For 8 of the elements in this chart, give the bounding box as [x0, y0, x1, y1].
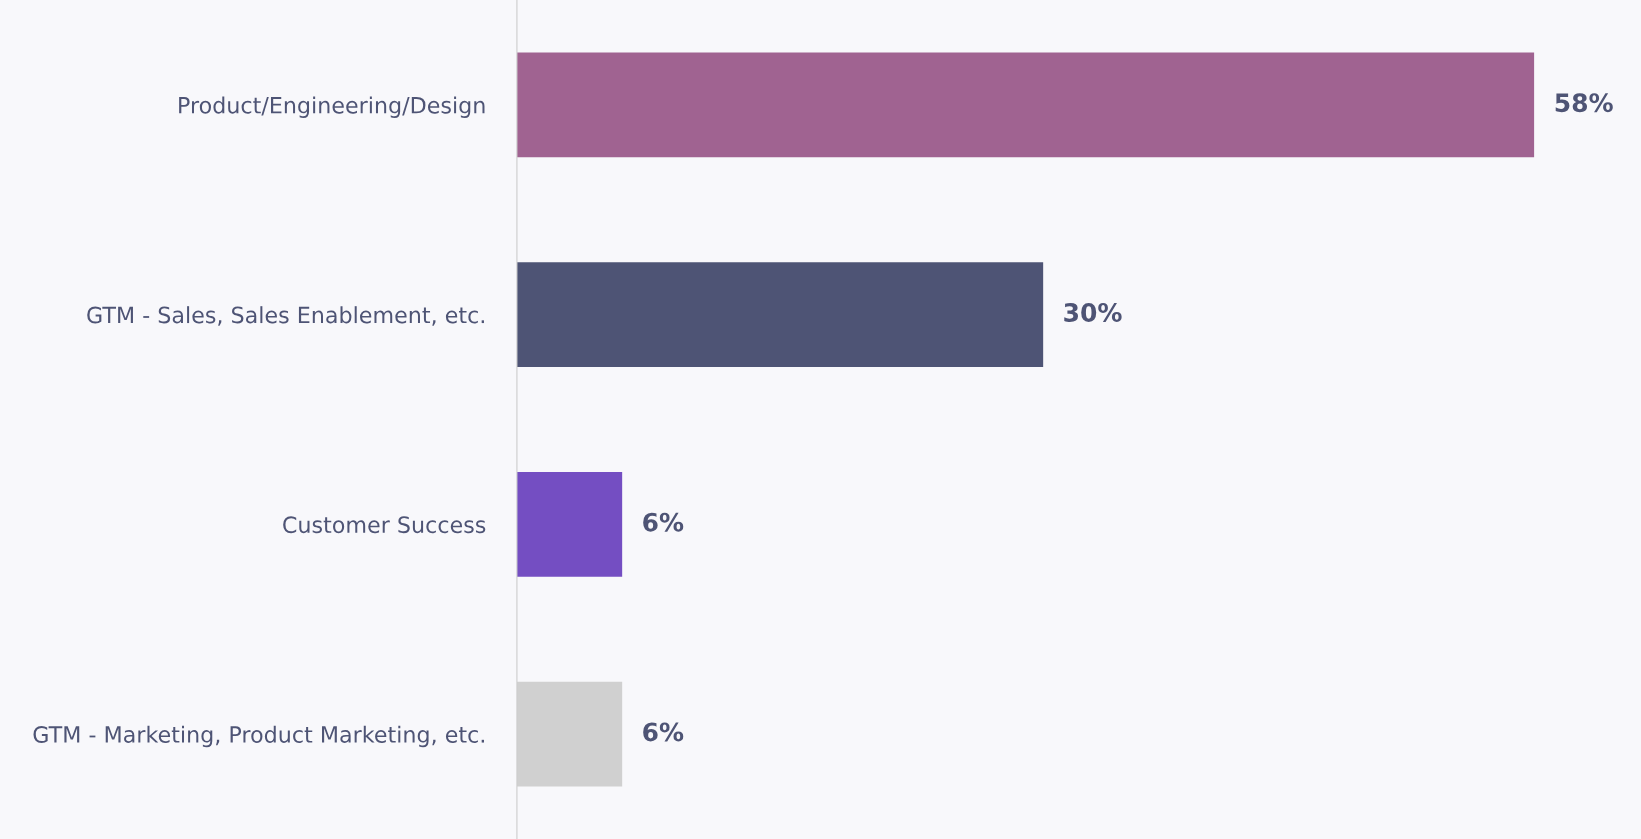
data-label: 30% [1064, 302, 1122, 322]
data-label: 58% [1555, 93, 1613, 113]
y-tick-label: Customer Success [283, 516, 486, 534]
data-label: 6% [643, 512, 684, 532]
y-tick-label: GTM - Marketing, Product Marketing, etc. [33, 725, 484, 748]
data-label: 6% [643, 722, 684, 742]
y-tick-label: GTM - Sales, Sales Enablement, etc. [87, 306, 484, 326]
y-tick-label: Product/Engineering/Design [179, 96, 485, 118]
